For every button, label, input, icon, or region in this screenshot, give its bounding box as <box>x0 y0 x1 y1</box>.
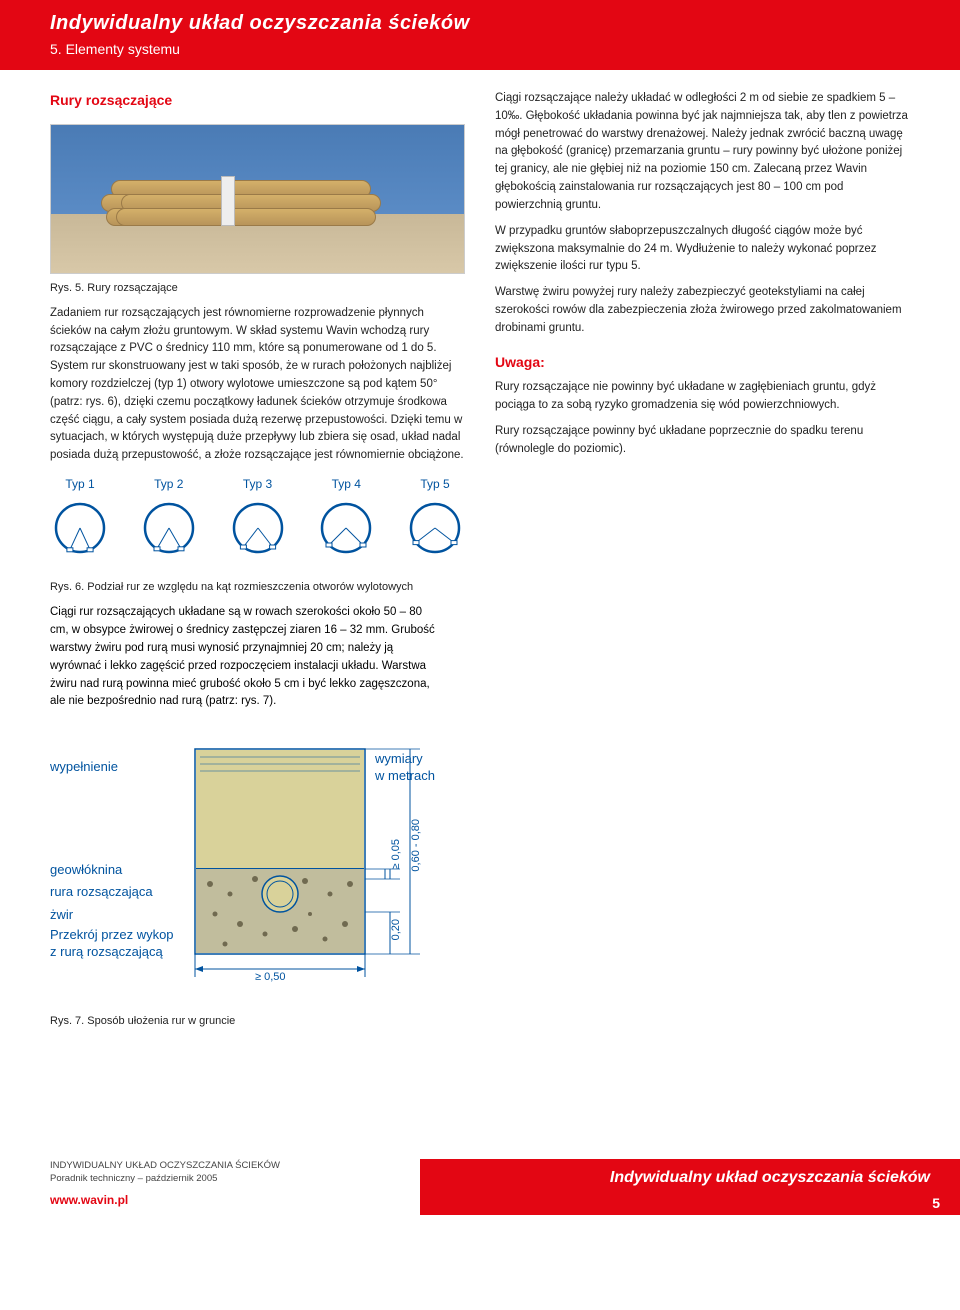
label-geowloknina: geowłóknina <box>50 862 122 879</box>
footer-url: www.wavin.pl <box>50 1193 128 1207</box>
type-label: Typ 3 <box>228 475 288 494</box>
main-content: Rury rozsączające Rys. 5. Rury rozsączaj… <box>0 70 960 573</box>
figure-5-caption: Rys. 5. Rury rozsączające <box>50 280 465 297</box>
label-zwir: żwir <box>50 907 73 924</box>
footer-line-2: Poradnik techniczny – październik 2005 <box>50 1172 280 1185</box>
left-paragraph-2: Ciągi rur rozsączających układane są w r… <box>50 604 440 711</box>
page-header: Indywidualny układ oczyszczania ścieków … <box>0 0 960 70</box>
type-circle-icon <box>139 498 199 558</box>
label-rura: rura rozsączająca <box>50 884 153 901</box>
footer-red-title: Indywidualny układ oczyszczania ścieków <box>450 1169 930 1187</box>
footer-red-bar: Indywidualny układ oczyszczania ścieków … <box>420 1159 960 1215</box>
type-label: Typ 4 <box>316 475 376 494</box>
pipe-type: Typ 3 <box>228 475 288 563</box>
figure-6-caption: Rys. 6. Podział rur ze względu na kąt ro… <box>50 579 440 596</box>
footer-line-1: INDYWIDUALNY UKŁAD OCZYSZCZANIA ŚCIEKÓW <box>50 1159 280 1172</box>
type-circle-icon <box>50 498 110 558</box>
right-column: Ciągi rozsączające należy układać w odle… <box>495 90 910 563</box>
label-przekroj: Przekrój przez wykop z rurą rozsączającą <box>50 927 180 961</box>
pipe-type: Typ 5 <box>405 475 465 563</box>
uwaga-heading: Uwaga: <box>495 352 910 374</box>
type-circle-icon <box>405 498 465 558</box>
right-paragraph-3: Warstwę żwiru powyżej rury należy zabezp… <box>495 284 910 337</box>
section-title: Rury rozsączające <box>50 90 465 112</box>
right-paragraph-1: Ciągi rozsączające należy układać w odle… <box>495 90 910 215</box>
type-label: Typ 1 <box>50 475 110 494</box>
figure-5-image <box>50 124 465 274</box>
type-label: Typ 5 <box>405 475 465 494</box>
dim-top: ≥ 0,05 <box>390 839 402 870</box>
figure-7-wrap: wypełnienie geowłóknina rura rozsączając… <box>0 729 960 1055</box>
header-subtitle: 5. Elementy systemu <box>50 41 910 57</box>
pipe-types-row: Typ 1 Typ 2 Typ 3 Typ 4 <box>50 475 465 563</box>
header-title: Indywidualny układ oczyszczania ścieków <box>50 12 910 35</box>
right-paragraph-2: W przypadku gruntów słaboprzepuszczalnyc… <box>495 223 910 276</box>
label-wypelnienie: wypełnienie <box>50 759 118 776</box>
dim-bottom: 0,20 <box>390 919 402 940</box>
type-circle-icon <box>316 498 376 558</box>
below-columns: Rys. 6. Podział rur ze względu na kąt ro… <box>0 573 490 729</box>
pipe-type: Typ 2 <box>139 475 199 563</box>
footer-doc-info: INDYWIDUALNY UKŁAD OCZYSZCZANIA ŚCIEKÓW … <box>50 1159 280 1186</box>
pipe-type: Typ 4 <box>316 475 376 563</box>
dim-depth: 0,60 - 0,80 <box>410 819 422 872</box>
footer-page-number: 5 <box>932 1195 940 1211</box>
dim-width: ≥ 0,50 <box>255 971 286 983</box>
pipe-type: Typ 1 <box>50 475 110 563</box>
figure-7-diagram: wypełnienie geowłóknina rura rozsączając… <box>50 729 470 1009</box>
label-wymiary: wymiary w metrach <box>375 751 435 785</box>
type-circle-icon <box>228 498 288 558</box>
left-column: Rury rozsączające Rys. 5. Rury rozsączaj… <box>50 90 465 563</box>
left-paragraph-1: Zadaniem rur rozsączających jest równomi… <box>50 305 465 465</box>
uwaga-paragraph-1: Rury rozsączające nie powinny być układa… <box>495 379 910 415</box>
uwaga-paragraph-2: Rury rozsączające powinny być układane p… <box>495 423 910 459</box>
type-label: Typ 2 <box>139 475 199 494</box>
footer: INDYWIDUALNY UKŁAD OCZYSZCZANIA ŚCIEKÓW … <box>0 1095 960 1215</box>
figure-7-caption: Rys. 7. Sposób ułożenia rur w gruncie <box>50 1015 910 1027</box>
